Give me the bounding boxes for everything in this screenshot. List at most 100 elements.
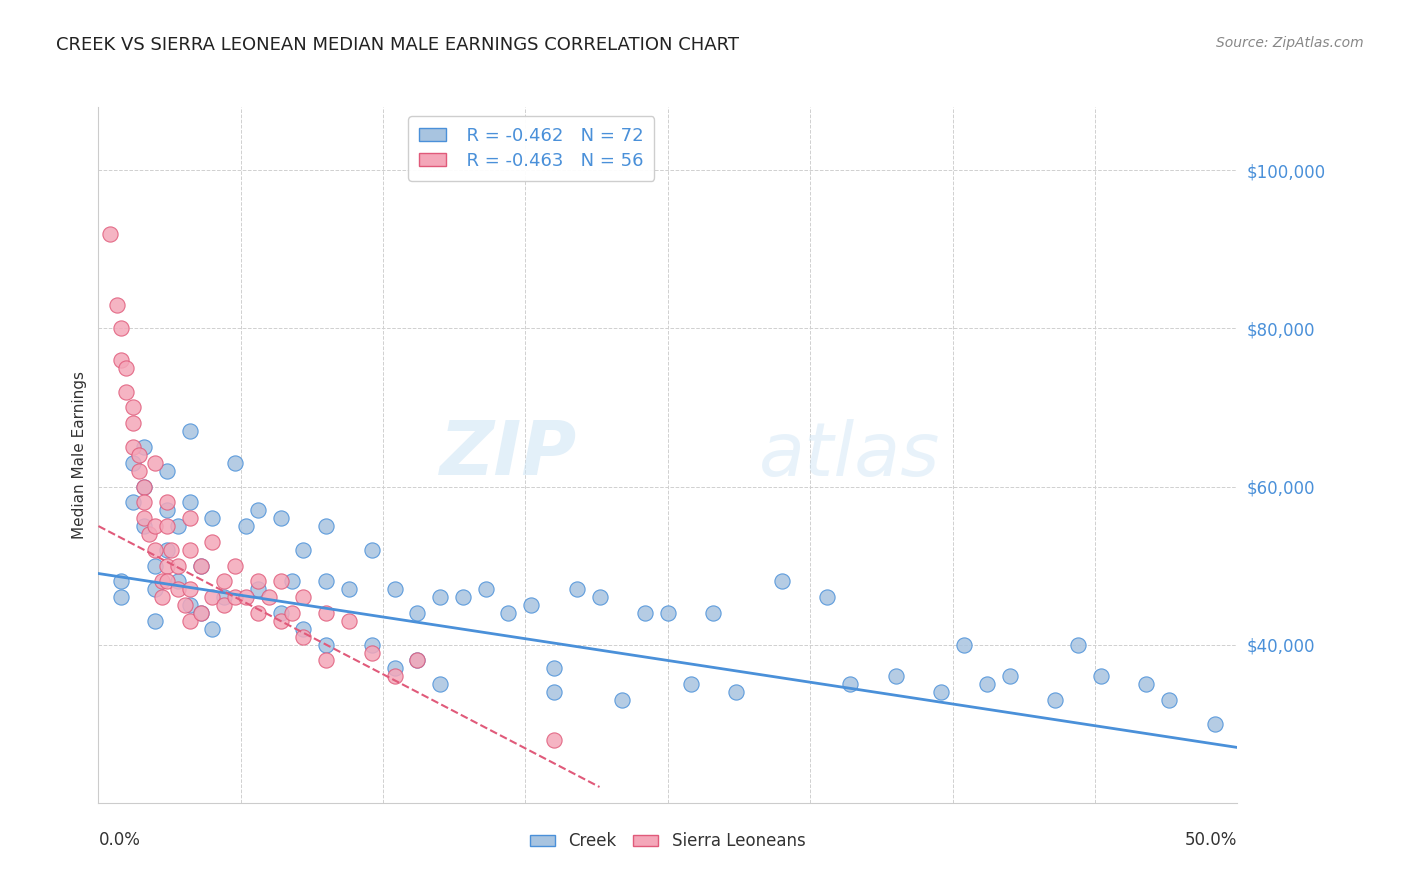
Point [132, 479, 155, 493]
Point [190, 606, 212, 620]
Point [179, 582, 201, 597]
Point [145, 456, 167, 470]
Point [270, 574, 292, 589]
Point [360, 542, 382, 557]
Point [429, 677, 451, 691]
Point [281, 574, 304, 589]
Point [179, 495, 201, 509]
Point [179, 598, 201, 612]
Point [201, 535, 224, 549]
Point [224, 456, 246, 470]
Point [315, 519, 337, 533]
Point [160, 542, 183, 557]
Point [167, 519, 190, 533]
Point [884, 669, 907, 683]
Text: Source: ZipAtlas.com: Source: ZipAtlas.com [1216, 36, 1364, 50]
Point [474, 582, 496, 597]
Point [156, 558, 179, 573]
Point [406, 606, 429, 620]
Point [543, 732, 565, 747]
Point [1043, 693, 1066, 707]
Point [224, 591, 246, 605]
Point [179, 614, 201, 628]
Point [110, 574, 132, 589]
Point [770, 574, 793, 589]
Point [121, 417, 143, 431]
Text: CREEK VS SIERRA LEONEAN MEDIAN MALE EARNINGS CORRELATION CHART: CREEK VS SIERRA LEONEAN MEDIAN MALE EARN… [56, 36, 740, 54]
Point [114, 384, 136, 399]
Point [145, 582, 167, 597]
Point [451, 591, 474, 605]
Point [110, 353, 132, 368]
Point [543, 661, 565, 675]
Point [132, 511, 155, 525]
Legend: Creek, Sierra Leoneans: Creek, Sierra Leoneans [523, 826, 813, 857]
Point [259, 591, 281, 605]
Point [315, 606, 337, 620]
Point [360, 646, 382, 660]
Point [1067, 638, 1090, 652]
Point [679, 677, 702, 691]
Point [212, 574, 235, 589]
Point [498, 606, 520, 620]
Point [270, 511, 292, 525]
Point [121, 440, 143, 454]
Point [292, 622, 315, 636]
Point [565, 582, 588, 597]
Point [190, 606, 212, 620]
Point [132, 495, 155, 509]
Text: 0.0%: 0.0% [98, 830, 141, 848]
Point [105, 298, 128, 312]
Point [1135, 677, 1157, 691]
Point [174, 598, 197, 612]
Point [128, 464, 150, 478]
Point [235, 519, 257, 533]
Point [725, 685, 748, 699]
Point [179, 424, 201, 438]
Point [815, 591, 838, 605]
Point [121, 401, 143, 415]
Point [292, 630, 315, 644]
Point [1090, 669, 1112, 683]
Point [156, 519, 179, 533]
Point [145, 519, 167, 533]
Point [246, 503, 269, 517]
Point [543, 685, 565, 699]
Point [156, 542, 179, 557]
Point [179, 511, 201, 525]
Point [246, 606, 269, 620]
Point [132, 440, 155, 454]
Point [384, 661, 406, 675]
Point [190, 558, 212, 573]
Point [156, 574, 179, 589]
Point [128, 448, 150, 462]
Point [121, 495, 143, 509]
Point [315, 638, 337, 652]
Point [406, 653, 429, 667]
Point [150, 591, 173, 605]
Point [114, 361, 136, 376]
Point [121, 456, 143, 470]
Point [998, 669, 1021, 683]
Point [156, 503, 179, 517]
Point [839, 677, 862, 691]
Point [212, 591, 235, 605]
Point [976, 677, 998, 691]
Point [246, 582, 269, 597]
Point [145, 542, 167, 557]
Point [337, 582, 360, 597]
Point [110, 321, 132, 335]
Text: ZIP: ZIP [440, 418, 576, 491]
Point [138, 527, 160, 541]
Text: 50.0%: 50.0% [1185, 830, 1237, 848]
Point [132, 519, 155, 533]
Point [315, 653, 337, 667]
Point [190, 558, 212, 573]
Point [292, 591, 315, 605]
Point [1157, 693, 1180, 707]
Point [270, 614, 292, 628]
Point [179, 542, 201, 557]
Point [167, 582, 190, 597]
Point [406, 653, 429, 667]
Point [235, 591, 257, 605]
